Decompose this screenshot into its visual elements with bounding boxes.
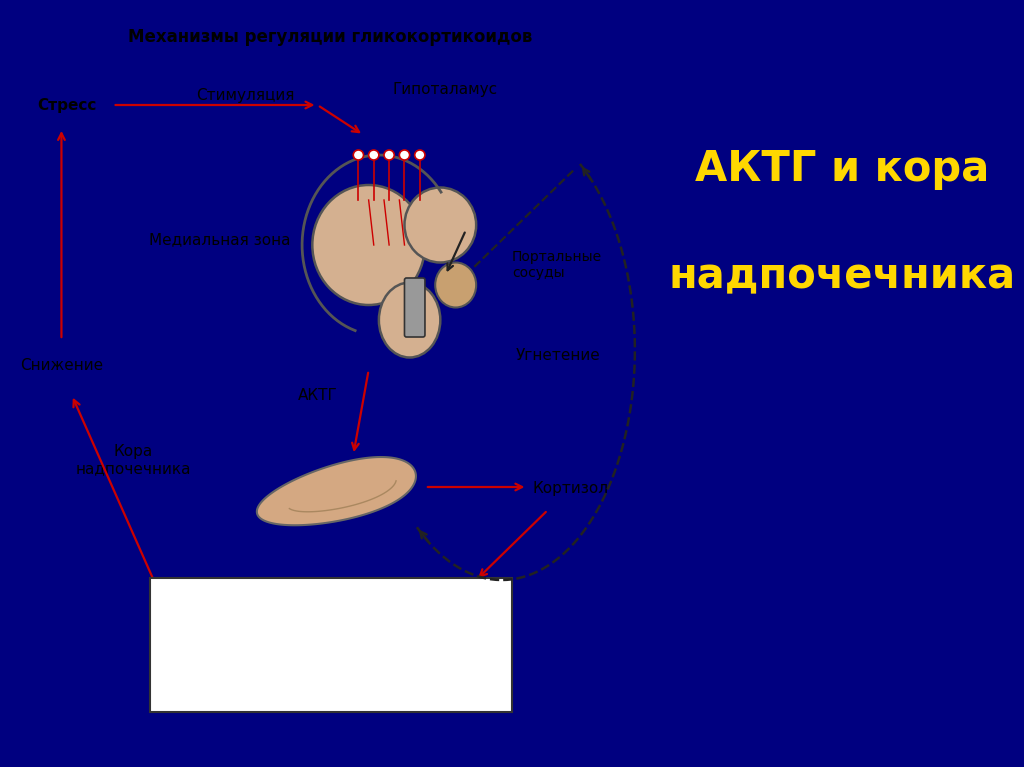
Circle shape xyxy=(353,150,364,160)
Text: Механизмы регуляции гликокортикоидов: Механизмы регуляции гликокортикоидов xyxy=(128,28,531,46)
Ellipse shape xyxy=(379,282,440,357)
Circle shape xyxy=(415,150,425,160)
Ellipse shape xyxy=(404,187,476,262)
Circle shape xyxy=(369,150,379,160)
Text: АКТГ: АКТГ xyxy=(298,387,337,403)
Text: Кортизол: Кортизол xyxy=(532,480,608,495)
Polygon shape xyxy=(257,457,416,525)
Text: Кора
надпочечника: Кора надпочечника xyxy=(76,444,190,476)
Text: Угнетение: Угнетение xyxy=(516,347,600,363)
Text: Портальные
сосуды: Портальные сосуды xyxy=(512,250,602,280)
Text: Стресс: Стресс xyxy=(37,98,96,113)
Circle shape xyxy=(384,150,394,160)
Text: Медиальная зона: Медиальная зона xyxy=(150,232,291,248)
Text: Гипоталамус: Гипоталамус xyxy=(393,82,498,97)
Text: Снижение: Снижение xyxy=(19,357,103,373)
Text: 1. Гликонеогенез
2. Мобилизация белков
3. Мобилизация жира
4. Стабилизация лизос: 1. Гликонеогенез 2. Мобилизация белков 3… xyxy=(164,592,356,671)
Text: надпочечника: надпочечника xyxy=(669,255,1016,297)
Ellipse shape xyxy=(435,262,476,308)
Ellipse shape xyxy=(312,185,425,305)
Text: Стимуляция: Стимуляция xyxy=(197,88,295,103)
Text: АКТГ и кора: АКТГ и кора xyxy=(695,148,989,189)
Circle shape xyxy=(399,150,410,160)
FancyBboxPatch shape xyxy=(404,278,425,337)
FancyBboxPatch shape xyxy=(150,578,512,712)
